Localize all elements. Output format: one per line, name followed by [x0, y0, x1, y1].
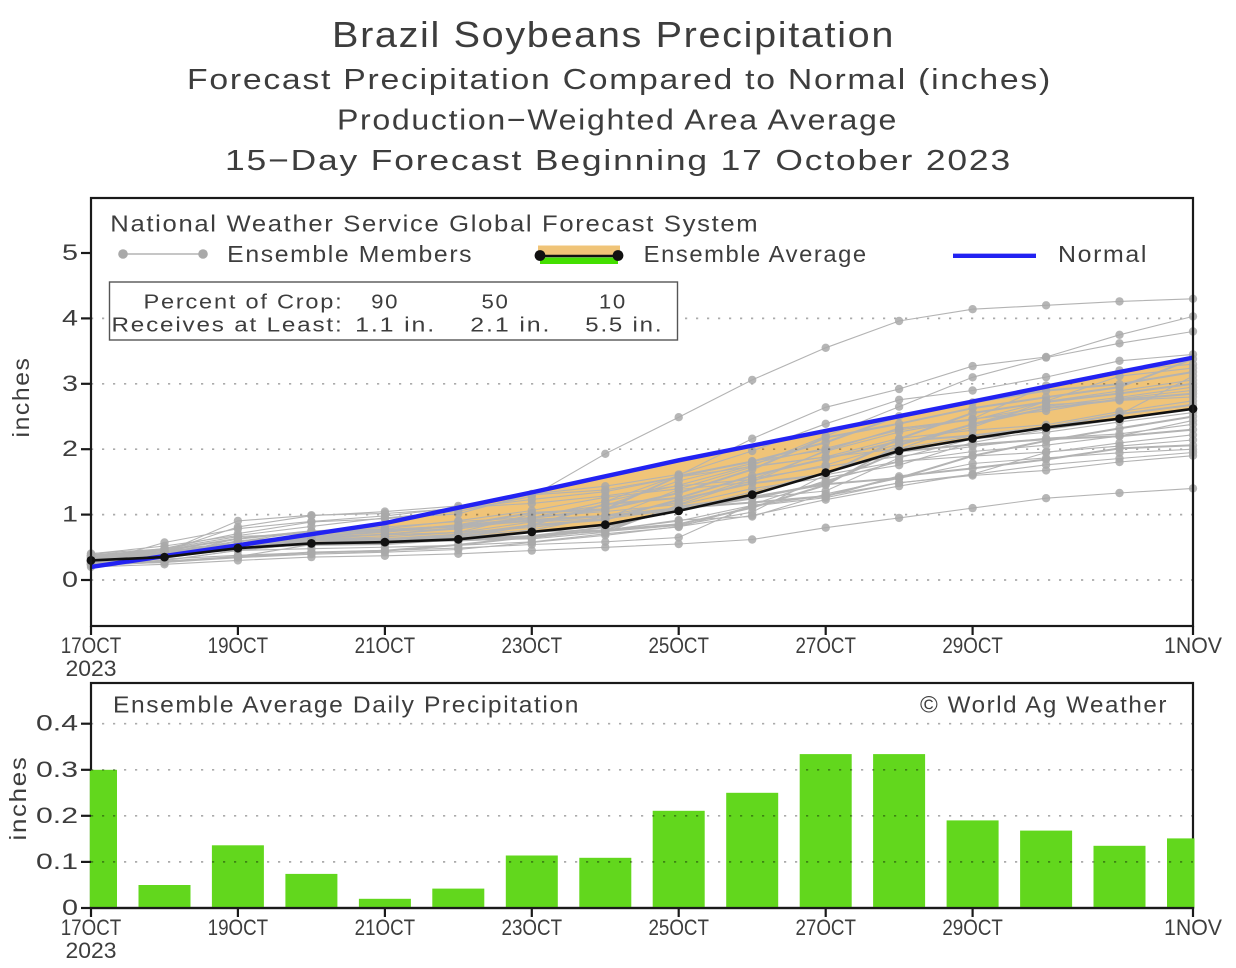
svg-text:Brazil Soybeans Precipitation: Brazil Soybeans Precipitation — [332, 14, 895, 55]
svg-text:3: 3 — [62, 371, 78, 396]
svg-text:2023: 2023 — [66, 656, 117, 681]
svg-text:Ensemble Average: Ensemble Average — [644, 241, 868, 267]
svg-text:0.1: 0.1 — [36, 849, 78, 874]
svg-text:19OCT: 19OCT — [208, 633, 269, 658]
svg-text:27OCT: 27OCT — [795, 633, 856, 658]
svg-text:27OCT: 27OCT — [795, 915, 856, 940]
svg-text:Ensemble Members: Ensemble Members — [227, 241, 473, 267]
svg-text:0.4: 0.4 — [36, 711, 78, 736]
svg-text:5.5 in.: 5.5 in. — [585, 315, 663, 337]
svg-text:Receives at Least:: Receives at Least: — [112, 315, 344, 337]
svg-text:17OCT: 17OCT — [61, 915, 122, 940]
svg-text:2.1 in.: 2.1 in. — [470, 315, 551, 337]
svg-text:0: 0 — [62, 567, 78, 592]
svg-text:21OCT: 21OCT — [355, 915, 416, 940]
svg-text:1NOV: 1NOV — [1164, 633, 1222, 658]
svg-text:25OCT: 25OCT — [648, 633, 709, 658]
svg-text:Forecast Precipitation Compare: Forecast Precipitation Compared to Norma… — [187, 64, 1052, 96]
svg-text:National Weather Service Globa: National Weather Service Global Forecast… — [110, 211, 759, 237]
svg-text:29OCT: 29OCT — [942, 915, 1003, 940]
svg-text:2023: 2023 — [66, 938, 117, 963]
svg-text:1NOV: 1NOV — [1164, 915, 1222, 940]
svg-text:23OCT: 23OCT — [502, 633, 563, 658]
svg-text:50: 50 — [482, 292, 510, 314]
svg-text:0.2: 0.2 — [36, 803, 78, 828]
svg-text:1: 1 — [62, 502, 78, 527]
svg-text:1.1 in.: 1.1 in. — [355, 315, 436, 337]
svg-text:19OCT: 19OCT — [208, 915, 269, 940]
svg-text:15−Day Forecast Beginning 17 O: 15−Day Forecast Beginning 17 October 202… — [225, 145, 1012, 177]
svg-text:21OCT: 21OCT — [355, 633, 416, 658]
svg-text:10: 10 — [599, 292, 627, 314]
svg-text:0: 0 — [62, 895, 78, 920]
svg-text:inches: inches — [5, 756, 31, 841]
svg-text:25OCT: 25OCT — [648, 915, 709, 940]
svg-text:17OCT: 17OCT — [61, 633, 122, 658]
svg-text:5: 5 — [62, 240, 78, 265]
svg-text:0.3: 0.3 — [36, 757, 78, 782]
svg-text:© World Ag Weather: © World Ag Weather — [920, 692, 1168, 718]
svg-text:Normal: Normal — [1058, 241, 1148, 267]
svg-text:Percent of Crop:: Percent of Crop: — [144, 292, 344, 314]
svg-text:inches: inches — [8, 357, 34, 438]
svg-text:23OCT: 23OCT — [502, 915, 563, 940]
svg-text:Ensemble Average Daily Precipi: Ensemble Average Daily Precipitation — [113, 692, 580, 718]
svg-text:2: 2 — [62, 436, 78, 461]
svg-text:29OCT: 29OCT — [942, 633, 1003, 658]
svg-text:4: 4 — [62, 305, 78, 330]
svg-text:90: 90 — [371, 292, 399, 314]
svg-text:Production−Weighted Area Avera: Production−Weighted Area Average — [337, 105, 898, 137]
